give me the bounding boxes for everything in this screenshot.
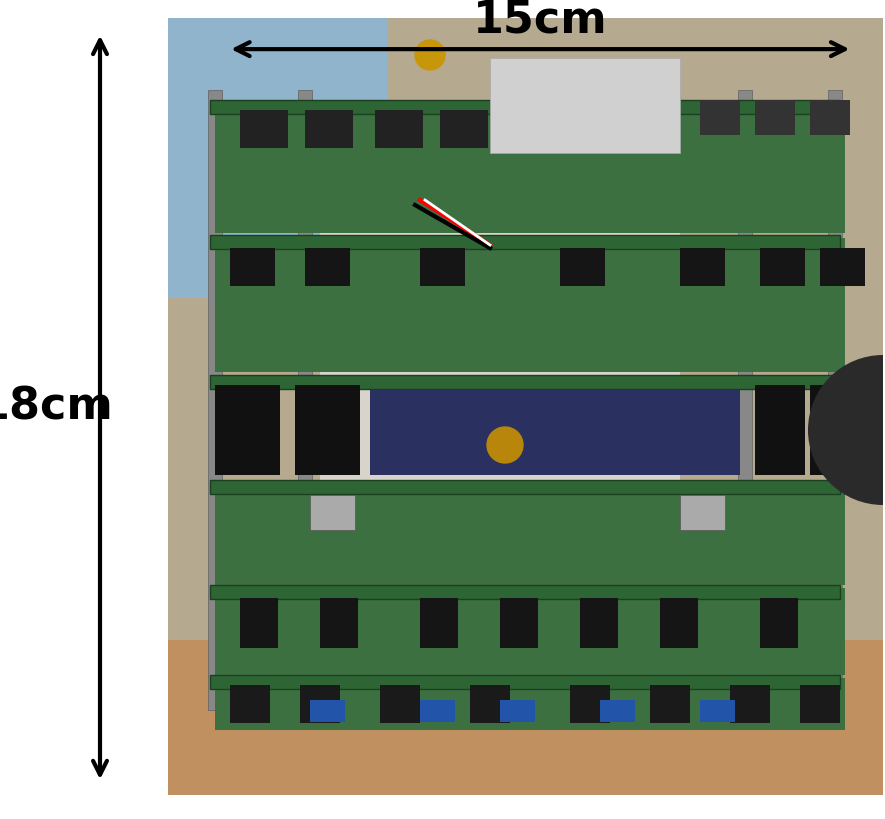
Bar — [580, 598, 618, 648]
Bar — [760, 248, 805, 286]
Bar — [230, 248, 275, 286]
Bar — [660, 598, 698, 648]
Bar — [215, 678, 845, 730]
Bar — [208, 90, 222, 710]
Bar — [210, 235, 840, 249]
Bar — [500, 700, 535, 722]
Bar — [810, 100, 850, 135]
Bar — [738, 90, 752, 710]
Bar — [240, 110, 288, 148]
Bar — [320, 598, 358, 648]
Bar — [210, 480, 840, 494]
Bar — [730, 685, 770, 723]
Bar — [240, 598, 278, 648]
Bar — [215, 483, 845, 585]
Bar — [375, 110, 423, 148]
Bar — [210, 585, 840, 599]
Circle shape — [415, 40, 445, 70]
Bar — [168, 640, 883, 795]
Bar — [215, 238, 845, 372]
Text: 18cm: 18cm — [0, 386, 113, 428]
Bar — [298, 90, 312, 710]
Bar — [420, 598, 458, 648]
Bar — [320, 200, 680, 550]
Bar — [760, 598, 798, 648]
Bar — [700, 100, 740, 135]
Bar — [810, 385, 860, 475]
Bar — [210, 375, 840, 389]
Bar — [215, 103, 845, 233]
Bar — [310, 700, 345, 722]
Bar — [820, 248, 865, 286]
Bar — [295, 385, 360, 475]
Bar — [650, 685, 690, 723]
Bar — [490, 58, 680, 153]
Bar — [680, 495, 725, 530]
Bar — [570, 685, 610, 723]
Text: 15cm: 15cm — [473, 0, 607, 41]
Bar — [420, 700, 455, 722]
Bar — [230, 685, 270, 723]
Bar — [755, 100, 795, 135]
Bar — [828, 90, 842, 710]
Bar — [215, 588, 845, 675]
Bar — [755, 385, 805, 475]
Bar — [215, 385, 280, 475]
Bar — [168, 18, 883, 795]
Bar — [310, 495, 355, 530]
Circle shape — [487, 427, 523, 463]
Bar — [380, 685, 420, 723]
Bar — [305, 248, 350, 286]
Bar — [680, 248, 725, 286]
Bar — [420, 248, 465, 286]
Bar — [210, 100, 840, 114]
Bar — [500, 598, 538, 648]
Bar — [168, 18, 388, 298]
Bar — [305, 110, 353, 148]
Bar — [800, 685, 840, 723]
Bar — [440, 110, 488, 148]
Bar — [600, 700, 635, 722]
Bar — [300, 685, 340, 723]
Wedge shape — [808, 355, 883, 505]
Bar — [370, 390, 740, 475]
Bar — [470, 685, 510, 723]
Bar — [700, 700, 735, 722]
Bar — [560, 248, 605, 286]
Bar — [210, 675, 840, 689]
